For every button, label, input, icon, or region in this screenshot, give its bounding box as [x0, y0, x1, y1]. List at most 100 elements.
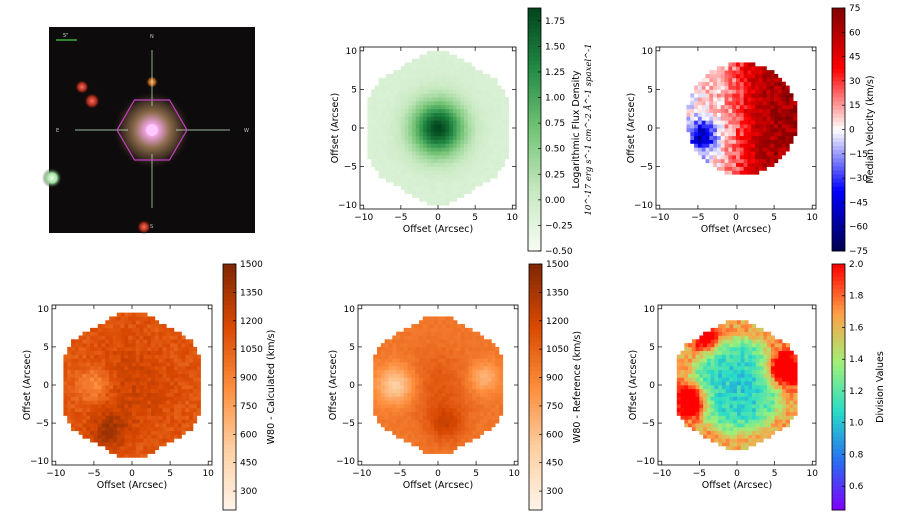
map-cell — [426, 354, 431, 359]
colorbar-segment — [223, 333, 236, 339]
map-cell — [120, 350, 125, 355]
map-cell — [430, 407, 435, 413]
map-cell — [475, 131, 480, 137]
map-cell — [173, 430, 179, 435]
map-cell — [135, 404, 140, 409]
map-cell — [422, 419, 427, 424]
map-cell — [430, 415, 435, 420]
map-cell — [82, 419, 87, 424]
map-cell — [173, 369, 179, 374]
map-cell — [720, 85, 725, 90]
map-cell — [452, 147, 457, 152]
colorbar-segment — [223, 321, 236, 326]
colorbar-segment — [223, 284, 236, 289]
map-cell — [181, 339, 186, 344]
map-cell — [109, 335, 114, 340]
map-cell — [676, 358, 681, 363]
map-cell — [74, 404, 80, 409]
map-cell — [475, 166, 480, 171]
map-cell — [154, 430, 160, 435]
map-cell — [680, 358, 685, 363]
map-cell — [504, 131, 509, 137]
map-cell — [382, 112, 387, 117]
map-cell — [388, 343, 393, 348]
map-cell — [434, 385, 439, 390]
map-cell — [97, 430, 102, 435]
colorbar-segment — [529, 374, 542, 380]
map-cell — [762, 155, 767, 160]
map-cell — [423, 174, 428, 179]
map-cell — [457, 327, 462, 333]
map-cell — [143, 324, 148, 329]
map-cell — [501, 89, 506, 94]
map-cell — [739, 162, 744, 167]
map-cell — [415, 392, 420, 397]
map-cell — [382, 104, 387, 110]
map-cell — [460, 335, 466, 340]
map-cell — [714, 385, 719, 390]
map-cell — [733, 324, 738, 329]
map-cell — [478, 97, 483, 102]
map-cell — [143, 373, 148, 378]
map-cell — [501, 120, 506, 125]
map-cell — [770, 128, 775, 133]
map-cell — [158, 400, 163, 405]
map-cell — [132, 320, 137, 325]
map-cell — [397, 182, 402, 187]
map-cell — [695, 423, 700, 428]
map-cell — [467, 81, 472, 86]
map-cell — [478, 170, 483, 175]
map-cell — [423, 131, 428, 137]
map-cell — [747, 131, 752, 137]
map-cell — [426, 358, 431, 363]
map-cell — [388, 381, 393, 386]
map-cell — [744, 343, 749, 348]
map-cell — [135, 346, 140, 352]
map-cell — [710, 396, 715, 401]
map-cell — [438, 365, 443, 371]
map-cell — [423, 81, 428, 86]
map-cell — [706, 426, 712, 432]
map-cell — [744, 350, 749, 355]
map-cell — [468, 331, 473, 336]
map-cell — [166, 365, 171, 371]
map-cell — [388, 419, 393, 424]
colorbar-segment — [223, 505, 236, 511]
colorbar-segment — [529, 399, 542, 404]
map-cell — [173, 377, 179, 382]
map-cell — [154, 411, 160, 416]
map-cell — [74, 381, 80, 386]
velocity-cells — [686, 62, 798, 175]
map-cell — [504, 108, 509, 113]
map-cell — [411, 362, 416, 367]
map-cell — [173, 365, 179, 371]
map-cell — [464, 388, 469, 393]
map-cell — [378, 147, 383, 152]
map-cell — [467, 89, 472, 94]
colorbar-segment — [529, 370, 542, 376]
map-cell — [378, 135, 383, 140]
map-cell — [430, 362, 435, 367]
map-cell — [403, 400, 408, 405]
map-cell — [694, 131, 699, 137]
map-cell — [453, 350, 458, 355]
map-cell — [705, 74, 710, 79]
map-cell — [397, 174, 402, 179]
map-cell — [189, 362, 194, 367]
map-cell — [441, 77, 446, 83]
map-cell — [680, 354, 685, 359]
map-cell — [426, 388, 431, 393]
map-cell — [729, 400, 734, 405]
map-cell — [374, 104, 379, 110]
colorbar-segment — [223, 473, 236, 478]
map-cell — [472, 346, 477, 352]
map-cell — [177, 350, 182, 355]
map-cell — [770, 131, 775, 137]
map-cell — [105, 331, 110, 336]
map-cell — [497, 124, 502, 129]
map-cell — [498, 381, 504, 386]
map-cell — [128, 407, 133, 413]
map-cell — [112, 339, 118, 344]
map-cell — [143, 438, 148, 443]
